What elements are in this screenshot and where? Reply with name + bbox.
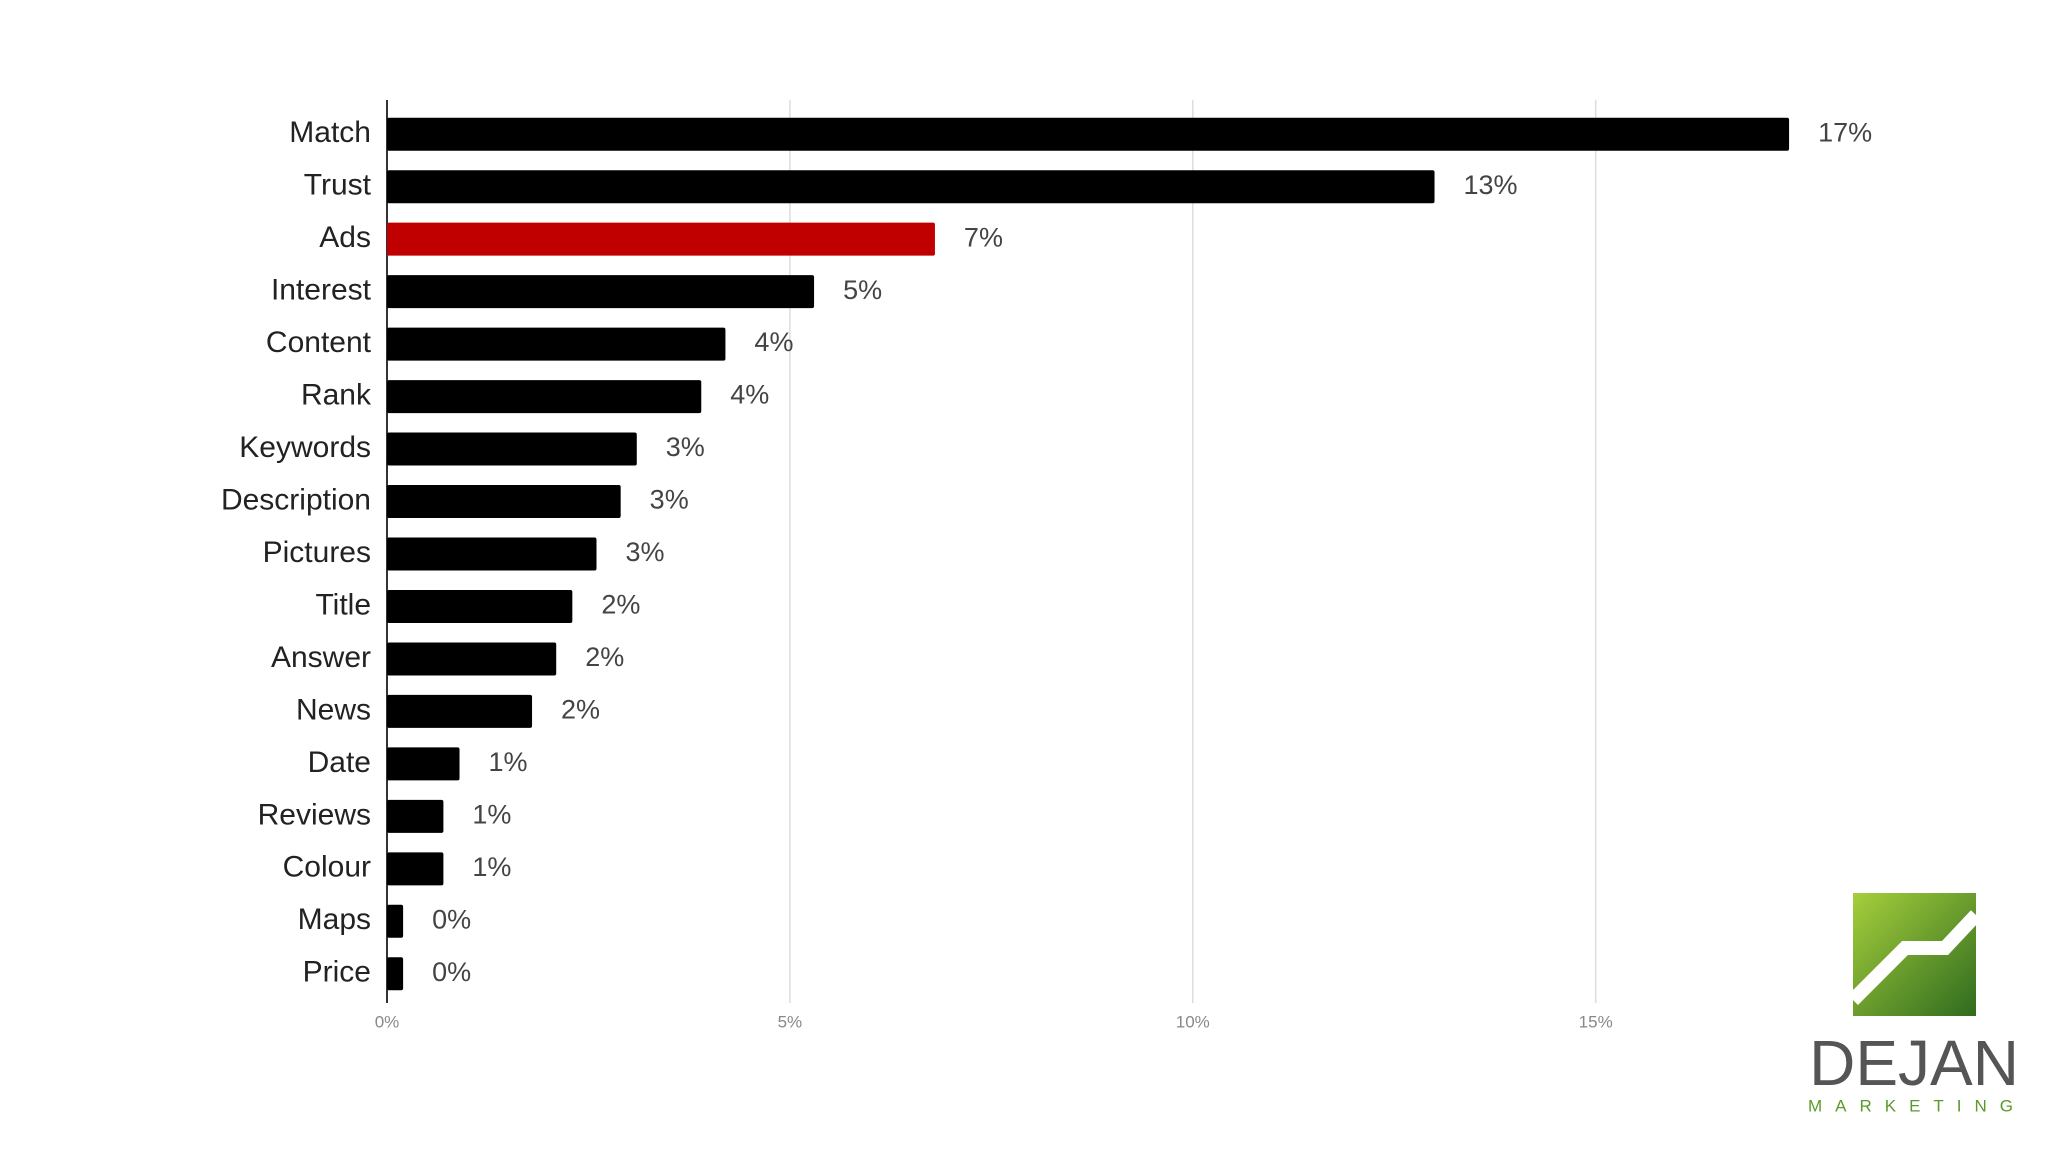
y-tick-label: Title [315, 588, 371, 621]
y-tick-label: Description [221, 483, 371, 516]
bar [387, 957, 404, 991]
bar [387, 380, 702, 414]
y-tick-label: Trust [304, 169, 372, 202]
y-tick-label: Content [266, 326, 372, 359]
value-label: 5% [843, 275, 882, 305]
bar [387, 275, 815, 309]
bar [387, 694, 533, 728]
bar [387, 327, 726, 361]
bar [387, 117, 1790, 151]
x-tick-label: 0% [375, 1012, 400, 1031]
value-label: 3% [666, 432, 705, 462]
y-tick-label: Colour [283, 851, 371, 884]
bar [387, 222, 935, 256]
y-tick-label: Pictures [263, 536, 371, 569]
logo-tagline: MARKETING [1808, 1096, 2026, 1115]
bar [387, 747, 460, 781]
value-label: 1% [472, 852, 511, 882]
y-tick-label: Keywords [239, 431, 371, 464]
y-tick-label: Rank [301, 379, 372, 412]
bar [387, 170, 1435, 204]
x-tick-label: 15% [1579, 1012, 1613, 1031]
bar [387, 904, 404, 938]
bar [387, 799, 444, 833]
y-tick-label: Date [308, 746, 371, 779]
logo: DEJAN MARKETING [1808, 893, 2026, 1115]
value-label: 7% [964, 222, 1003, 252]
value-label: 0% [432, 904, 471, 934]
value-label: 13% [1464, 170, 1518, 200]
value-label: 0% [432, 957, 471, 987]
logo-name: DEJAN [1809, 1027, 2019, 1099]
y-tick-label: Match [289, 116, 371, 149]
value-label: 4% [730, 380, 769, 410]
value-label: 2% [561, 695, 600, 725]
value-label: 2% [601, 590, 640, 620]
y-tick-label: Answer [271, 641, 371, 674]
x-tick-label: 5% [778, 1012, 803, 1031]
value-label: 3% [650, 485, 689, 515]
value-label: 1% [489, 747, 528, 777]
x-tick-label: 10% [1176, 1012, 1210, 1031]
bar [387, 589, 573, 623]
value-label: 17% [1818, 117, 1872, 147]
plot-area: 0% 5% 10% 15% Match 17% Trust 13% Ads 7% Interest 5… [221, 100, 1872, 1031]
y-tick-label: Reviews [258, 798, 371, 831]
value-label: 4% [754, 327, 793, 357]
value-label: 3% [626, 537, 665, 567]
bar [387, 537, 597, 571]
y-tick-label: Price [303, 956, 371, 989]
y-tick-label: Interest [271, 274, 372, 307]
y-tick-label: Ads [319, 221, 371, 254]
bar [387, 642, 557, 676]
value-label: 1% [472, 799, 511, 829]
y-tick-label: Maps [298, 903, 371, 936]
bar [387, 852, 444, 886]
bar [387, 485, 621, 519]
logo-arrow [1848, 910, 1982, 1005]
bar [387, 432, 637, 466]
value-label: 2% [585, 642, 624, 672]
y-tick-label: News [296, 693, 371, 726]
